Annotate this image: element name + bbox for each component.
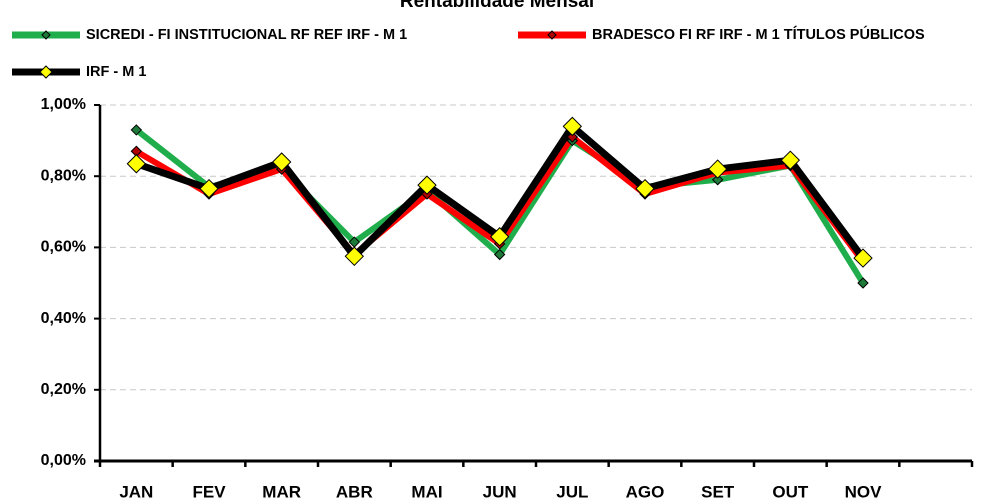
y-tick-label: 0,20% <box>41 381 86 398</box>
data-point <box>566 131 579 143</box>
data-point <box>344 246 365 267</box>
data-point <box>562 116 583 137</box>
y-tick-label: 1,00% <box>41 96 86 113</box>
data-point <box>489 227 510 247</box>
data-point <box>853 248 873 268</box>
data-point <box>493 248 506 261</box>
x-tick-label: FEV <box>192 482 226 501</box>
data-point <box>199 178 219 199</box>
x-tick-label: JAN <box>119 482 153 501</box>
y-tick-label: 0,00% <box>41 452 86 469</box>
legend-label: BRADESCO FI RF IRF - M 1 TÍTULOS PÚBLICO… <box>592 25 925 43</box>
y-tick-label: 0,80% <box>41 167 86 184</box>
data-point <box>780 150 801 170</box>
x-tick-label: NOV <box>845 482 883 501</box>
x-tick-label: JUL <box>556 482 588 501</box>
x-tick-label: OUT <box>772 482 809 501</box>
legend-marker <box>39 65 53 79</box>
y-tick-label: 0,60% <box>41 239 86 256</box>
data-point <box>130 124 143 136</box>
data-point <box>635 178 655 199</box>
legend-label: SICREDI - FI INSTITUCIONAL RF REF IRF - … <box>86 27 407 43</box>
data-point <box>707 159 728 179</box>
data-point <box>271 152 292 172</box>
x-tick-label: MAI <box>411 482 442 501</box>
x-tick-label: MAR <box>262 482 301 501</box>
data-point <box>711 174 724 186</box>
legend-marker <box>547 30 557 40</box>
x-tick-label: AGO <box>626 482 665 501</box>
x-tick-label: JUN <box>483 482 517 501</box>
legend-marker <box>41 30 51 40</box>
legend-label: IRF - M 1 <box>86 64 146 80</box>
data-point <box>417 175 437 195</box>
y-tick-label: 0,40% <box>41 310 86 327</box>
data-point <box>126 154 147 174</box>
chart-title: Rentabilidade Mensal <box>400 0 594 12</box>
x-tick-label: SET <box>701 482 735 501</box>
x-tick-label: ABR <box>336 482 373 501</box>
data-point <box>857 277 869 289</box>
